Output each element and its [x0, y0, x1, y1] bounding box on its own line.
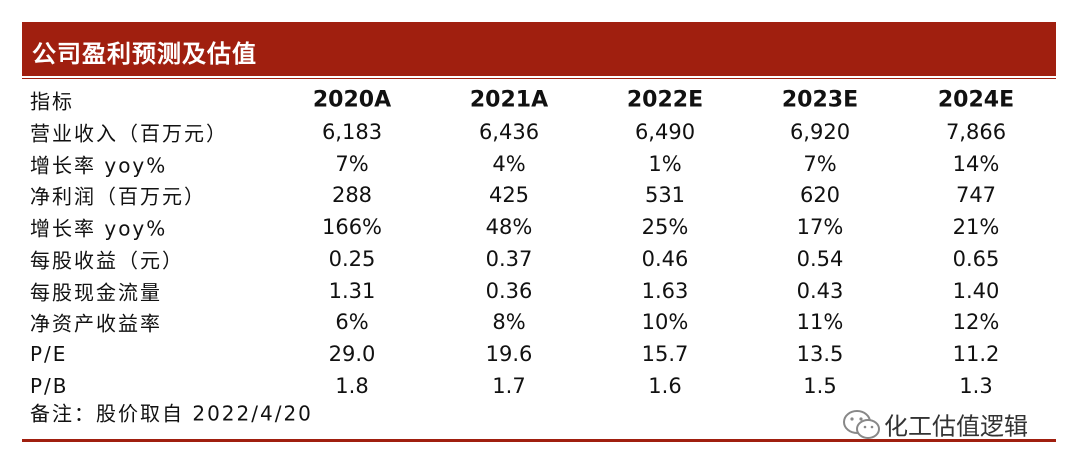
cell-value: 620 [799, 183, 841, 208]
cell-value: 0.25 [328, 246, 376, 271]
row-label: 每股收益（元） [30, 248, 184, 273]
cell-value: 0.43 [796, 278, 844, 303]
cell-value: 6,490 [634, 120, 696, 144]
cell-value: 48% [485, 215, 533, 240]
cell-value: 10% [641, 310, 689, 335]
cell-value: 166% [321, 215, 383, 240]
cell-value: 1.40 [952, 278, 1000, 303]
cell-value: 6,183 [321, 120, 383, 144]
cell-value: 11% [796, 310, 844, 335]
cell-value: 19.6 [485, 341, 533, 366]
row-label: P/B [30, 373, 69, 398]
column-header: 指标 [30, 89, 74, 114]
cell-value: 25% [641, 215, 689, 240]
row-label: 增长率 yoy% [30, 216, 168, 241]
cell-value: 531 [644, 183, 686, 208]
cell-value: 15.7 [641, 341, 689, 366]
cell-value: 1.6 [648, 373, 682, 398]
column-header: 2022E [626, 87, 704, 113]
bottom-rule [22, 439, 1056, 442]
cell-value: 747 [955, 183, 997, 208]
cell-value: 8% [492, 310, 526, 335]
column-header: 2024E [937, 87, 1015, 113]
cell-value: 425 [488, 183, 530, 208]
column-header: 2020A [312, 87, 392, 113]
row-label: 净资产收益率 [30, 311, 162, 336]
cell-value: 6,920 [789, 120, 851, 144]
cell-value: 1.63 [641, 278, 689, 303]
cell-value: 11.2 [952, 341, 1000, 366]
cell-value: 7% [335, 151, 369, 176]
wechat-icon [843, 410, 880, 439]
cell-value: 6% [335, 310, 369, 335]
cell-value: 21% [952, 215, 1000, 240]
cell-value: 1.3 [959, 373, 993, 398]
cell-value: 1.31 [328, 278, 376, 303]
cell-value: 1.8 [335, 373, 369, 398]
title-band: 公司盈利预测及估值 [22, 22, 1056, 76]
cell-value: 0.36 [485, 278, 533, 303]
watermark: 化工估值逻辑 [884, 412, 1028, 441]
cell-value: 0.37 [485, 246, 533, 271]
table-title: 公司盈利预测及估值 [32, 40, 257, 68]
cell-value: 12% [952, 310, 1000, 335]
cell-value: 1% [648, 151, 682, 176]
cell-value: 29.0 [328, 341, 376, 366]
cell-value: 0.46 [641, 246, 689, 271]
row-label: 每股现金流量 [30, 280, 162, 304]
row-label: 增长率 yoy% [30, 153, 168, 178]
cell-value: 1.7 [492, 373, 526, 398]
cell-value: 0.65 [952, 246, 1000, 271]
cell-value: 17% [796, 215, 844, 240]
column-header: 2023E [781, 87, 859, 113]
cell-value: 7% [803, 151, 837, 176]
cell-value: 7,866 [945, 120, 1007, 144]
cell-value: 13.5 [796, 341, 844, 366]
column-header: 2021A [469, 87, 549, 113]
cell-value: 0.54 [796, 246, 844, 271]
cell-value: 288 [331, 183, 373, 208]
row-label: 营业收入（百万元） [30, 121, 228, 146]
cell-value: 4% [492, 151, 526, 176]
header-rule [22, 78, 1056, 79]
cell-value: 1.5 [803, 373, 837, 398]
row-label: P/E [30, 341, 68, 366]
row-label: 净利润（百万元） [30, 184, 206, 209]
cell-value: 14% [952, 151, 1000, 176]
footnote: 备注：股价取自 2022/4/20 [30, 401, 313, 426]
cell-value: 6,436 [478, 120, 540, 144]
